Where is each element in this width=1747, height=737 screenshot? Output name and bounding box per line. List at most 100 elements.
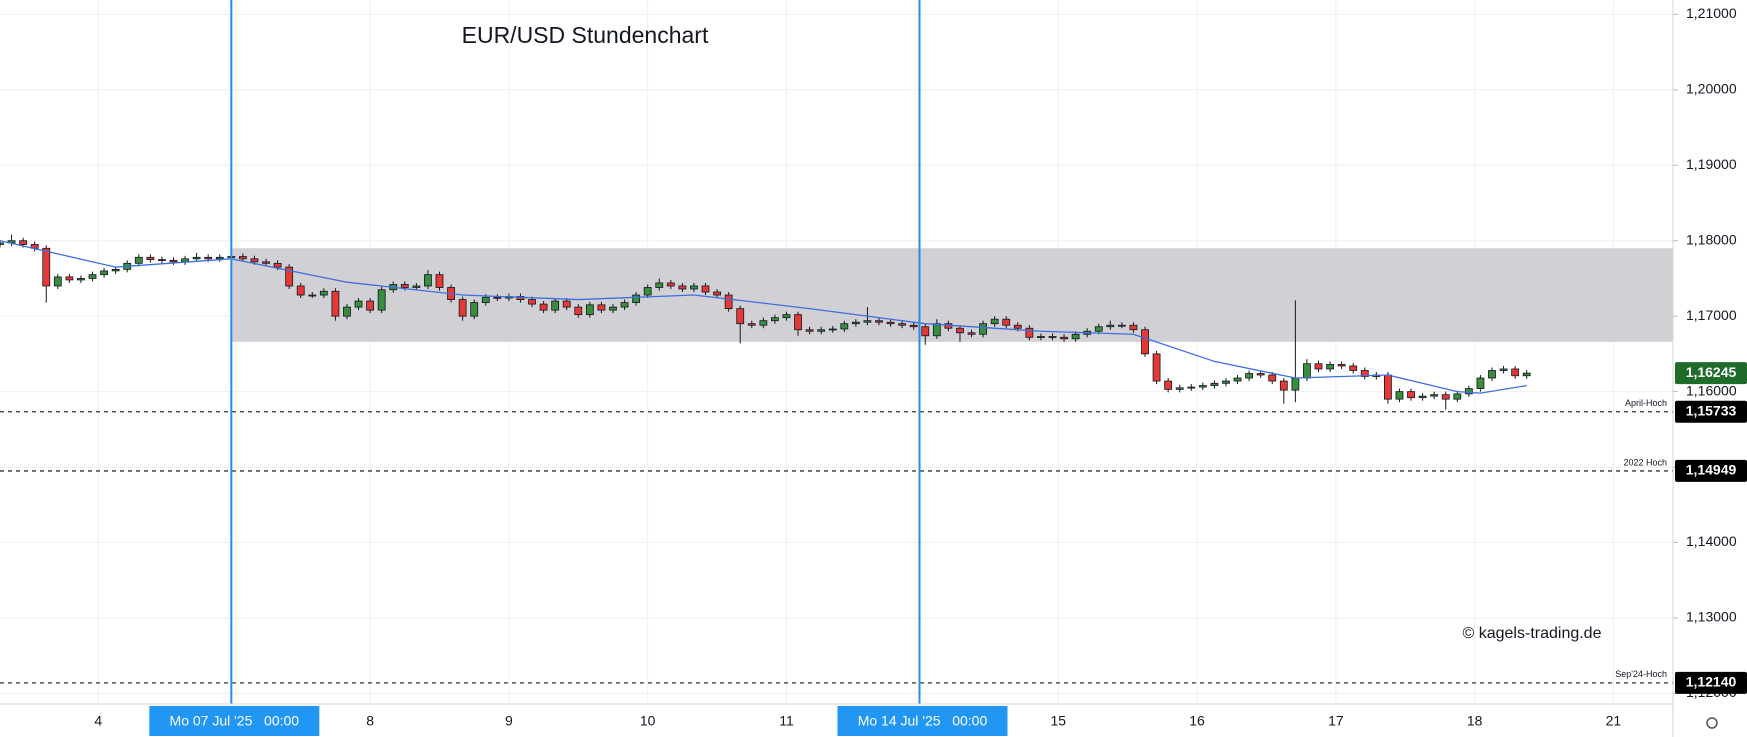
candle-body: [1418, 395, 1427, 399]
candle-body: [909, 324, 918, 328]
candle-body: [0, 242, 4, 245]
candle-body: [782, 314, 791, 319]
candle-body: [1037, 336, 1045, 338]
candle-body: [262, 261, 270, 264]
level-price-bg: [1675, 671, 1747, 694]
x-tick-label: 9: [505, 713, 513, 729]
level-price-bg: [1675, 400, 1747, 423]
candle-body: [1407, 391, 1415, 399]
level-price-label: 1,12140: [1686, 674, 1737, 690]
last-price-label: 1,16245: [1686, 364, 1737, 380]
candle-body: [562, 300, 571, 308]
candle-body: [1337, 364, 1346, 367]
candle-body: [77, 278, 85, 281]
candle-body: [285, 266, 294, 287]
candle-body: [1476, 377, 1485, 389]
candle-body: [597, 304, 606, 311]
candle-body: [158, 259, 166, 261]
candle-body: [678, 285, 687, 290]
candle-body: [1002, 318, 1011, 326]
candle-body: [724, 294, 733, 310]
x-tick-label: 16: [1189, 713, 1205, 729]
candles-layer: [0, 234, 1531, 410]
candle-body: [1094, 326, 1103, 332]
candle-body: [458, 299, 467, 317]
candle-body: [574, 306, 583, 316]
candle-body: [296, 285, 305, 296]
y-tick-label: 1,14000: [1686, 533, 1737, 549]
candle-body: [308, 294, 317, 297]
level-price-label: 1,14949: [1686, 462, 1737, 478]
candle-body: [921, 326, 930, 337]
x-tick-label: 17: [1328, 713, 1344, 729]
candle-body: [250, 258, 259, 263]
level-name: Sep'24-Hoch: [1615, 669, 1667, 679]
candle-body: [1198, 385, 1207, 388]
candle-body: [979, 323, 987, 335]
candle-body: [863, 320, 872, 323]
levels-layer: April-Hoch 2022 Hoch Sep'24-Hoch: [0, 398, 1673, 684]
candle-body: [585, 304, 594, 316]
candle-body: [1268, 374, 1277, 382]
candle-body: [1164, 380, 1173, 390]
candle-body: [1141, 329, 1149, 355]
candle-body: [828, 328, 837, 331]
level-name: April-Hoch: [1625, 398, 1667, 408]
highlight-label-bg: [149, 706, 320, 736]
candle-body: [481, 296, 490, 303]
candle-body: [1522, 372, 1531, 377]
candle-body: [331, 290, 340, 317]
x-tick-label: Mo 07 Jul '25 00:00: [170, 713, 300, 729]
candle-body: [354, 300, 363, 308]
candle-body: [632, 294, 641, 303]
y-tick-label: 1,19000: [1686, 156, 1737, 172]
candle-body: [990, 318, 999, 325]
candle-body: [1187, 386, 1196, 389]
candle-body: [1048, 336, 1057, 338]
candle-body: [88, 274, 97, 279]
candle-body: [932, 323, 941, 337]
level-price-bg: [1675, 459, 1747, 482]
watermark: © kagels-trading.de: [1463, 625, 1602, 642]
candle-body: [1071, 333, 1080, 340]
candle-body: [620, 302, 629, 308]
candle-body: [794, 314, 802, 331]
x-tick-label: 4: [94, 713, 102, 729]
candle-body: [1152, 353, 1161, 382]
chart-title: EUR/USD Stundenchart: [462, 22, 709, 48]
candle-body: [759, 320, 768, 326]
candle-body: [1360, 370, 1369, 377]
candle-body: [956, 327, 964, 334]
candle-body: [690, 285, 698, 290]
candle-body: [771, 317, 779, 322]
candle-body: [747, 323, 756, 326]
candle-body: [42, 247, 51, 287]
x-tick-label: 10: [640, 713, 656, 729]
y-tick-label: 1,18000: [1686, 231, 1737, 247]
candle-body: [400, 284, 409, 288]
candle-body: [146, 256, 155, 260]
settings-icon[interactable]: [1706, 717, 1718, 729]
candle-body: [1245, 373, 1254, 379]
y-tick-label: 1,16000: [1686, 382, 1737, 398]
candle-body: [493, 296, 502, 299]
candle-body: [851, 321, 860, 325]
candle-body: [1349, 365, 1358, 371]
candle-body: [875, 320, 883, 323]
candle-body: [666, 282, 675, 287]
candle-body: [366, 300, 375, 311]
candle-body: [1395, 391, 1404, 400]
axes-layer: 1,21000 1,20000 1,19000 1,18000 1,17000 1,160…: [94, 5, 1747, 736]
candle-body: [100, 270, 108, 276]
candle-body: [319, 290, 328, 296]
candle-body: [111, 268, 120, 272]
candle-body: [1175, 387, 1184, 390]
x-tick-label: 8: [366, 713, 374, 729]
candle-body: [1511, 368, 1520, 377]
candle-body: [169, 259, 178, 263]
candle-body: [817, 329, 826, 332]
candle-body: [1222, 380, 1230, 384]
y-tick-label: 1,21000: [1686, 5, 1737, 21]
